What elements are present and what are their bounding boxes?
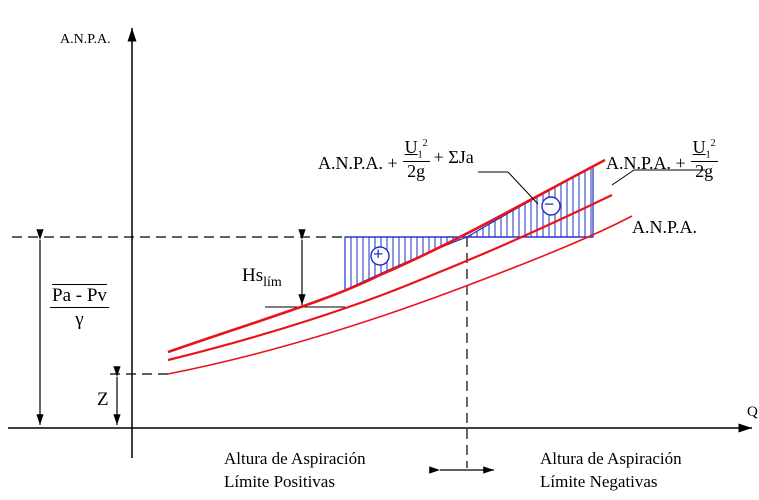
hs-text: Hs bbox=[242, 265, 264, 286]
velocity-prefix: A.N.P.A. + bbox=[606, 152, 686, 173]
hs-label: Hslím bbox=[242, 266, 282, 290]
pressure-numerator: Pa - Pv bbox=[50, 285, 109, 308]
leader-losses bbox=[507, 171, 539, 205]
losses-numerator: U12 bbox=[402, 137, 430, 162]
region-right-label: Altura de Aspiración Límite Negativas bbox=[540, 448, 682, 494]
pressure-denominator: γ bbox=[75, 309, 84, 330]
region-right-line1: Altura de Aspiración bbox=[540, 449, 682, 468]
region-left-line2: Límite Positivas bbox=[224, 471, 335, 491]
plus-circle bbox=[370, 246, 390, 266]
x-axis-label: Q bbox=[747, 404, 758, 420]
minus-sign: − bbox=[544, 194, 555, 214]
pressure-fraction: Pa - Pv γ bbox=[50, 286, 109, 329]
losses-denominator: 2g bbox=[407, 160, 426, 181]
z-label: Z bbox=[97, 389, 109, 410]
hs-subscript: lím bbox=[263, 274, 282, 290]
plus-sign: + bbox=[373, 244, 384, 264]
region-left-label: Altura de Aspiración Límite Positivas bbox=[224, 448, 366, 494]
minus-circle bbox=[541, 196, 561, 216]
curve-label-anpa: A.N.P.A. bbox=[632, 217, 698, 237]
losses-prefix: A.N.P.A. + bbox=[318, 152, 398, 173]
y-axis-label: A.N.P.A. bbox=[60, 32, 111, 47]
curve-anpa-velocity bbox=[167, 194, 613, 362]
velocity-denominator: 2g bbox=[695, 160, 714, 181]
curve-anpa-losses bbox=[167, 158, 606, 354]
losses-suffix: + ΣJa bbox=[433, 146, 474, 167]
curve-label-losses: A.N.P.A. + U12 2g + ΣJa bbox=[318, 138, 474, 181]
leader-velocity bbox=[611, 169, 635, 186]
velocity-numerator: U12 bbox=[690, 137, 718, 162]
curve-label-velocity: A.N.P.A. + U12 2g bbox=[606, 138, 718, 181]
region-left-line1: Altura de Aspiración bbox=[224, 449, 366, 468]
region-right-line2: Límite Negativas bbox=[540, 471, 658, 491]
curve-anpa bbox=[167, 215, 633, 375]
